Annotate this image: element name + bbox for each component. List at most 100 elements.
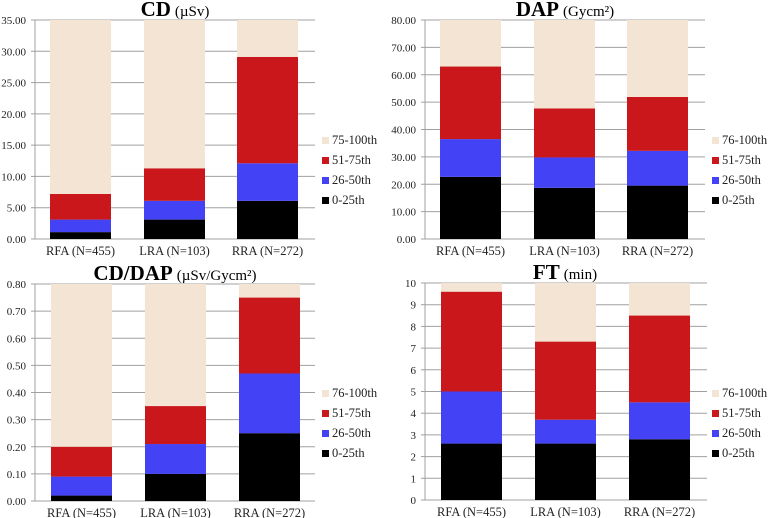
chart-title-main: FT [533, 260, 560, 284]
legend-swatch [712, 450, 719, 457]
legend-swatch [322, 410, 329, 417]
y-tick-label: 0.00 [7, 496, 27, 508]
legend-label: 0-25th [722, 193, 755, 207]
y-tick-label: 0.60 [7, 333, 27, 345]
bar-segment-51-75th [145, 406, 206, 445]
y-tick-label: 6 [411, 365, 417, 377]
legend-label: 51-75th [722, 153, 762, 167]
y-tick-label: 20.00 [1, 109, 26, 121]
bar-segment-26-50th [239, 373, 300, 434]
bar-segment-76-100th [534, 20, 595, 109]
bar-segment-51-75th [629, 315, 690, 403]
legend-swatch [712, 137, 719, 144]
y-tick-label: 10.00 [1, 171, 26, 183]
y-tick-label: 60.00 [391, 70, 416, 82]
x-tick-label: RFA (N=455) [437, 505, 506, 518]
bar-segment-51-75th [535, 341, 596, 420]
bar-segment-0-25th [534, 187, 595, 239]
x-tick-label: LRA (N=103) [139, 244, 210, 258]
x-tick-label: LRA (N=103) [530, 505, 601, 518]
legend-label: 76-100th [722, 386, 768, 400]
bar-segment-0-25th [239, 433, 300, 501]
chart-title-unit: (µSv) [175, 4, 209, 20]
y-tick-label: 0.20 [7, 442, 27, 454]
bar-segment-76-100th [441, 283, 502, 292]
y-tick-label: 10.00 [391, 207, 416, 219]
bar-segment-51-75th [51, 446, 112, 477]
y-tick-label: 0.30 [7, 415, 27, 427]
y-tick-label: 0.00 [7, 234, 27, 246]
bar-segment-51-75th [441, 291, 502, 392]
x-tick-label: RRA (N=272) [624, 505, 695, 518]
bar-segment-26-50th [629, 402, 690, 440]
y-tick-label: 8 [411, 321, 417, 333]
legend-label: 26-50th [722, 173, 762, 187]
bar-segment-75-100th [144, 20, 205, 169]
y-tick-label: 0.50 [7, 360, 27, 372]
x-tick-label: LRA (N=103) [529, 244, 600, 258]
y-tick-label: 4 [411, 408, 417, 420]
bar-segment-26-50th [440, 139, 501, 177]
bar-segment-26-50th [534, 157, 595, 188]
x-tick-label: LRA (N=103) [140, 506, 211, 518]
y-tick-label: 15.00 [1, 140, 26, 152]
bar-segment-26-50th [145, 444, 206, 474]
bar-segment-0-25th [51, 495, 112, 501]
y-tick-label: 9 [411, 300, 417, 312]
y-tick-label: 30.00 [1, 46, 26, 58]
y-tick-label: 2 [411, 452, 417, 464]
y-tick-label: 20.00 [391, 179, 416, 191]
y-tick-label: 80.00 [391, 15, 416, 27]
bar-segment-76-100th [535, 283, 596, 342]
bar-segment-76-100th [51, 284, 112, 447]
legend-label: 26-50th [332, 426, 372, 440]
legend-swatch [322, 137, 329, 144]
legend-swatch [322, 390, 329, 397]
y-tick-label: 5.00 [7, 203, 27, 215]
bar-segment-75-100th [50, 20, 111, 194]
bar-segment-51-75th [534, 108, 595, 158]
x-tick-label: RRA (N=272) [232, 244, 303, 258]
chart-title-unit: (µSv/Gycm²) [177, 268, 257, 284]
x-tick-label: RFA (N=455) [47, 506, 116, 518]
legend-label: 0-25th [332, 193, 365, 207]
y-tick-label: 7 [411, 343, 417, 355]
bar-segment-76-100th [239, 284, 300, 298]
x-tick-label: RFA (N=455) [46, 244, 115, 258]
bar-segment-75-100th [237, 20, 298, 57]
bar-segment-0-25th [441, 443, 502, 500]
bar-segment-0-25th [535, 443, 596, 500]
legend-swatch [712, 157, 719, 164]
legend-swatch [322, 157, 329, 164]
chart-title-unit: (min) [564, 267, 597, 283]
bar-segment-26-50th [144, 200, 205, 220]
y-tick-label: 40.00 [391, 125, 416, 137]
bar-segment-26-50th [627, 150, 688, 186]
x-tick-label: RFA (N=455) [436, 244, 505, 258]
legend-swatch [322, 450, 329, 457]
bar-segment-76-100th [145, 284, 206, 407]
chart-title: DAP (Gycm²) [516, 0, 614, 21]
y-tick-label: 25.00 [1, 78, 26, 90]
y-tick-label: 3 [411, 430, 417, 442]
y-tick-label: 0 [411, 495, 417, 507]
y-tick-label: 0.40 [7, 388, 27, 400]
legend-label: 51-75th [722, 406, 762, 420]
bar-segment-0-25th [50, 232, 111, 239]
bar-segment-51-75th [50, 193, 111, 220]
legend-swatch [712, 430, 719, 437]
legend-label: 0-25th [332, 446, 365, 460]
legend-swatch [322, 177, 329, 184]
bar-segment-0-25th [629, 439, 690, 500]
y-tick-label: 1 [411, 473, 417, 485]
bar-segment-26-50th [237, 163, 298, 201]
y-tick-label: 50.00 [391, 97, 416, 109]
chart-title-unit: (Gycm²) [563, 4, 614, 20]
legend-swatch [712, 410, 719, 417]
x-tick-label: RRA (N=272) [234, 506, 305, 518]
y-tick-label: 0.10 [7, 469, 27, 481]
legend-swatch [712, 177, 719, 184]
bar-segment-0-25th [627, 185, 688, 239]
legend-label: 51-75th [332, 153, 372, 167]
